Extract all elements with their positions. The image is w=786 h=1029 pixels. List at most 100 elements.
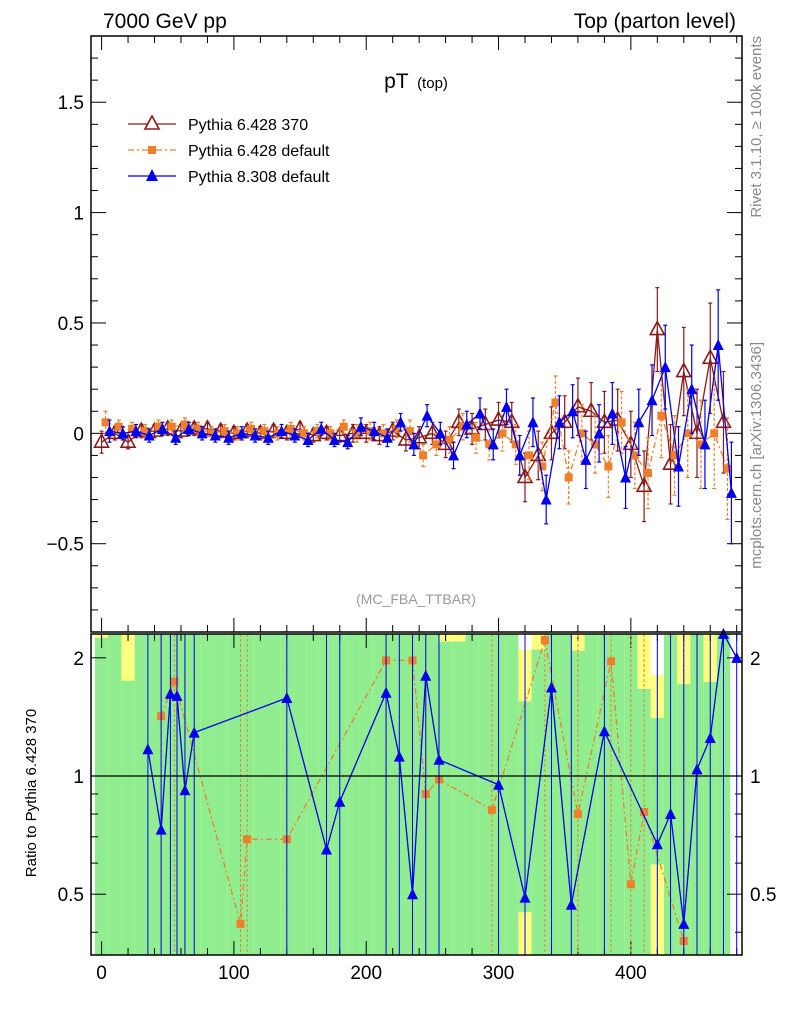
ratio-point <box>607 657 616 666</box>
data-point <box>101 418 110 427</box>
data-point <box>130 425 142 437</box>
ratio-y-tick-label-right: 1 <box>750 767 761 788</box>
data-point <box>156 422 168 434</box>
legend-label: Pythia 8.308 default <box>188 169 330 186</box>
x-tick-label: 100 <box>218 963 250 984</box>
data-point <box>686 383 698 395</box>
data-point <box>342 436 354 448</box>
legend-label: Pythia 6.428 370 <box>188 117 308 134</box>
ratio-band-inner <box>346 633 360 955</box>
data-point <box>410 428 428 444</box>
ratio-band-inner <box>266 633 281 955</box>
ratio-band-inner <box>425 633 439 955</box>
data-point <box>712 339 724 351</box>
data-point <box>670 451 679 460</box>
ratio-point <box>236 919 245 928</box>
data-point <box>209 429 221 441</box>
data-point <box>170 431 182 443</box>
data-point <box>591 440 600 449</box>
data-point <box>366 427 375 436</box>
data-point <box>276 425 288 437</box>
data-point <box>114 422 123 431</box>
data-point <box>725 486 737 498</box>
data-point <box>196 427 208 439</box>
ratio-point <box>493 778 505 790</box>
data-point <box>289 429 301 441</box>
main-plot-frame <box>90 35 743 633</box>
data-point <box>675 361 693 378</box>
data-point <box>207 429 216 438</box>
data-point <box>395 416 407 428</box>
side-label-rivet: Rivet 3.1.10, ≥ 100k events <box>748 36 765 218</box>
ratio-band-inner <box>465 633 479 955</box>
data-point <box>564 473 573 482</box>
data-point <box>487 438 499 450</box>
ratio-band-inner <box>214 633 228 955</box>
ratio-point <box>565 898 577 910</box>
data-point <box>128 424 137 433</box>
data-point <box>580 453 592 465</box>
ratio-plot-series <box>91 627 743 955</box>
data-point <box>167 422 176 431</box>
data-point <box>141 427 150 436</box>
y-tick-label: 0.5 <box>58 314 84 335</box>
data-point <box>262 431 274 443</box>
open-triangle-marker-icon <box>143 114 161 130</box>
ratio-band-inner <box>386 633 400 955</box>
data-point <box>516 467 534 484</box>
data-point <box>419 451 428 460</box>
ratio-y-tick-label-right: 2 <box>750 649 761 670</box>
data-point <box>249 429 261 441</box>
ratio-point <box>164 687 176 699</box>
ratio-point <box>393 750 405 762</box>
ratio-point <box>640 807 649 816</box>
data-point <box>392 424 401 433</box>
ratio-point <box>433 753 445 765</box>
data-point <box>498 429 507 438</box>
data-point <box>527 416 539 428</box>
ratio-point <box>281 692 293 704</box>
ratio-point <box>691 763 703 775</box>
data-point <box>368 425 380 437</box>
data-point <box>540 493 552 505</box>
side-label-mcplots: mcplots.cern.ch [arXiv:1306.3436] <box>748 342 765 569</box>
ratio-band-inner <box>399 633 413 955</box>
ratio-band-inner <box>571 650 585 955</box>
data-point <box>247 424 256 433</box>
data-point <box>657 411 666 420</box>
plot-title: pT (top) <box>384 70 448 93</box>
ratio-point <box>420 669 432 681</box>
data-point <box>326 429 335 438</box>
data-point <box>448 449 460 461</box>
data-point <box>710 429 719 438</box>
data-point <box>180 420 189 429</box>
data-point <box>646 394 658 406</box>
data-point <box>194 424 203 433</box>
data-point <box>476 414 494 431</box>
data-point <box>644 469 653 478</box>
data-point <box>302 433 314 445</box>
square-marker-icon <box>148 146 156 154</box>
data-point <box>633 416 645 428</box>
series-line <box>101 329 725 487</box>
ratio-plot-frame <box>90 633 743 956</box>
data-point <box>500 400 512 412</box>
data-point <box>233 429 242 438</box>
data-point <box>286 424 295 433</box>
data-point <box>474 407 486 419</box>
filled-triangle-marker-icon <box>146 169 158 181</box>
ratio-point <box>704 731 716 743</box>
data-point <box>421 409 433 421</box>
x-tick-label: 200 <box>350 963 382 984</box>
data-point <box>543 423 560 440</box>
y-tick-label: 0 <box>73 424 84 445</box>
data-point <box>434 427 446 439</box>
data-point <box>604 462 613 471</box>
x-tick-label: 300 <box>483 963 515 984</box>
ratio-band-inner <box>134 633 148 955</box>
ratio-band-inner <box>94 637 109 955</box>
plot-title-sub: (top) <box>417 75 448 92</box>
ratio-point <box>573 810 582 819</box>
data-point <box>551 398 560 407</box>
ratio-band-inner <box>293 633 307 955</box>
